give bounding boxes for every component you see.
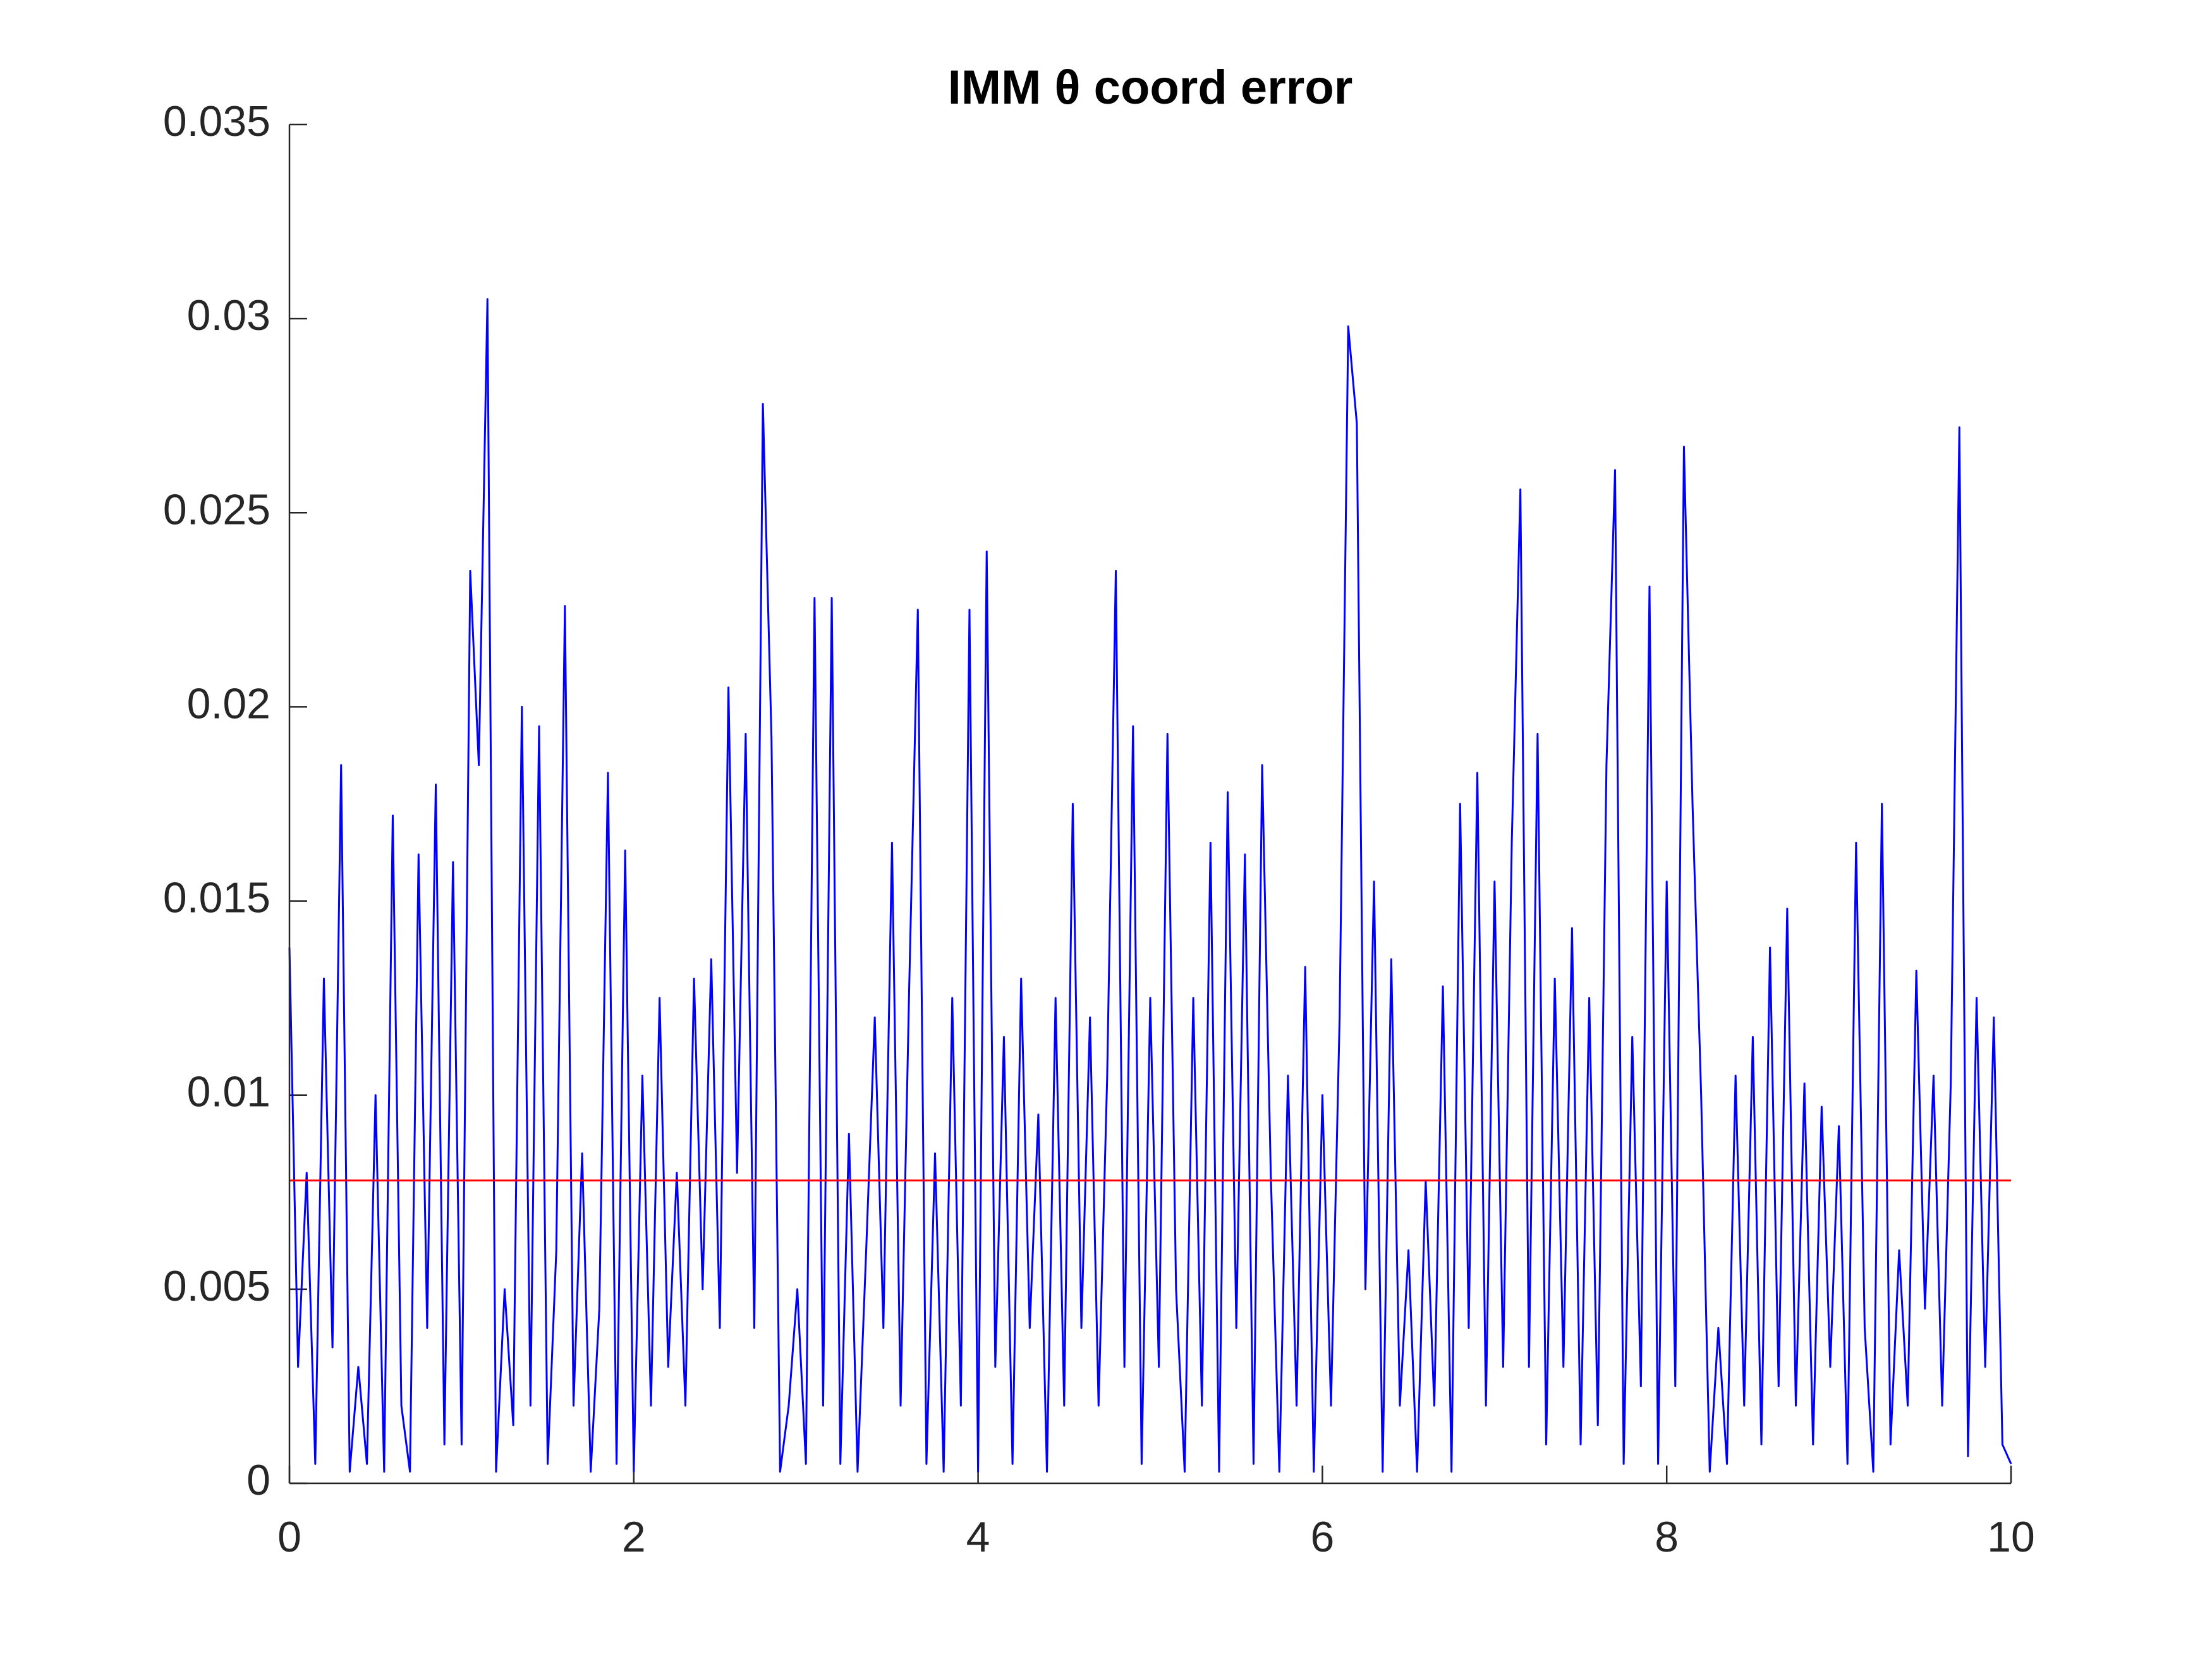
x-tick-label: 10 [1987,1513,2035,1561]
y-tick-label: 0.005 [163,1262,270,1310]
x-tick-label: 4 [966,1513,990,1561]
series-line [288,298,2012,1473]
y-tick-label: 0.015 [163,874,270,922]
x-tick-label: 0 [277,1513,301,1561]
chart-title: IMM θ coord error [948,61,1353,114]
y-tick-label: 0.03 [187,291,270,339]
y-tick-label: 0.01 [187,1068,270,1116]
y-tick-label: 0.025 [163,485,270,533]
y-tick-label: 0.02 [187,679,270,727]
y-tick-label: 0 [246,1456,270,1504]
y-tick-label: 0.035 [163,97,270,145]
x-tick-label: 6 [1310,1513,1334,1561]
x-tick-label: 8 [1655,1513,1679,1561]
x-tick-label: 2 [622,1513,646,1561]
